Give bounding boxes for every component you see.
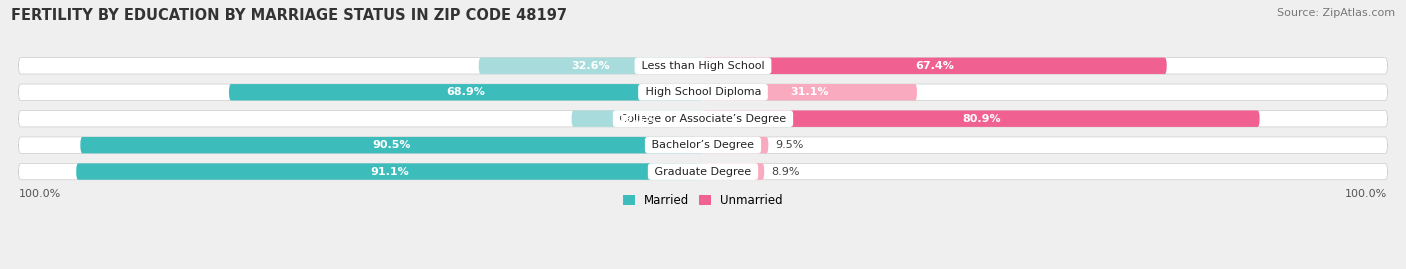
Text: 68.9%: 68.9% (447, 87, 485, 97)
FancyBboxPatch shape (18, 84, 1388, 100)
FancyBboxPatch shape (80, 137, 703, 153)
FancyBboxPatch shape (229, 84, 703, 100)
Text: High School Diploma: High School Diploma (641, 87, 765, 97)
Text: 19.1%: 19.1% (617, 114, 657, 124)
FancyBboxPatch shape (703, 163, 765, 180)
Legend: Married, Unmarried: Married, Unmarried (619, 189, 787, 212)
FancyBboxPatch shape (703, 84, 917, 100)
Text: Source: ZipAtlas.com: Source: ZipAtlas.com (1277, 8, 1395, 18)
Text: 80.9%: 80.9% (962, 114, 1001, 124)
Text: 67.4%: 67.4% (915, 61, 955, 71)
Text: FERTILITY BY EDUCATION BY MARRIAGE STATUS IN ZIP CODE 48197: FERTILITY BY EDUCATION BY MARRIAGE STATU… (11, 8, 567, 23)
Text: Less than High School: Less than High School (638, 61, 768, 71)
Text: Graduate Degree: Graduate Degree (651, 167, 755, 176)
Text: 31.1%: 31.1% (790, 87, 830, 97)
Text: 91.1%: 91.1% (370, 167, 409, 176)
Text: 9.5%: 9.5% (775, 140, 804, 150)
Text: 100.0%: 100.0% (1346, 189, 1388, 199)
Text: 100.0%: 100.0% (18, 189, 60, 199)
FancyBboxPatch shape (478, 58, 703, 74)
FancyBboxPatch shape (703, 137, 768, 153)
FancyBboxPatch shape (76, 163, 703, 180)
FancyBboxPatch shape (18, 137, 1388, 153)
FancyBboxPatch shape (18, 111, 1388, 127)
Text: College or Associate’s Degree: College or Associate’s Degree (616, 114, 790, 124)
FancyBboxPatch shape (703, 58, 1167, 74)
Text: 90.5%: 90.5% (373, 140, 411, 150)
Text: Bachelor’s Degree: Bachelor’s Degree (648, 140, 758, 150)
Text: 32.6%: 32.6% (572, 61, 610, 71)
FancyBboxPatch shape (703, 111, 1260, 127)
FancyBboxPatch shape (18, 163, 1388, 180)
FancyBboxPatch shape (18, 58, 1388, 74)
FancyBboxPatch shape (572, 111, 703, 127)
Text: 8.9%: 8.9% (770, 167, 800, 176)
